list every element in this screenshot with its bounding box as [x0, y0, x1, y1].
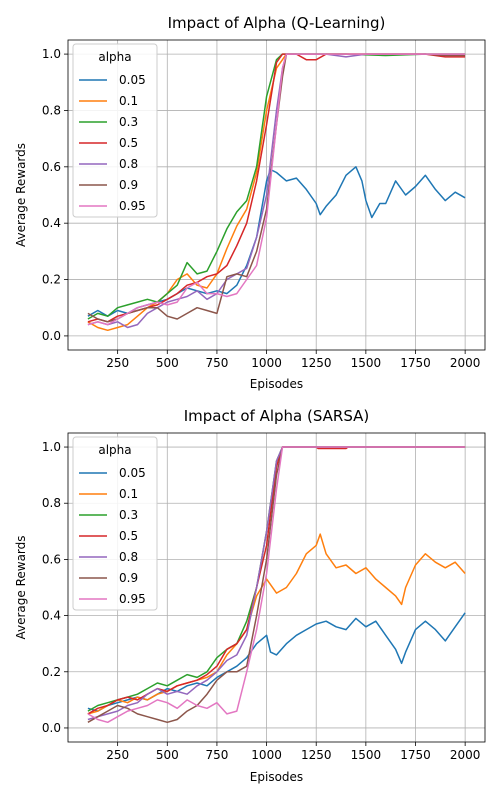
x-tick-label: 1500 — [351, 356, 382, 370]
legend-entry: 0.3 — [119, 508, 138, 522]
series-group — [87, 53, 466, 332]
legend-entry: 0.1 — [119, 487, 138, 501]
y-tick-label: 0.0 — [42, 329, 61, 343]
x-tick-label: 1000 — [251, 356, 282, 370]
x-tick-label: 1250 — [301, 356, 332, 370]
legend-entry: 0.95 — [119, 592, 146, 606]
x-tick-label: 2000 — [450, 748, 481, 762]
x-tick-label: 750 — [205, 356, 228, 370]
plot-frame — [67, 39, 486, 351]
legend-box — [72, 43, 158, 218]
x-tick-label: 1000 — [251, 748, 282, 762]
y-tick-label: 0.2 — [42, 665, 61, 679]
y-tick-label: 1.0 — [42, 47, 61, 61]
y-tick-label: 0.8 — [42, 496, 61, 510]
y-tick-label: 0.0 — [42, 721, 61, 735]
legend: alpha 0.05 0.1 0.3 0.5 0.8 0.9 0.95 — [72, 43, 158, 218]
y-tick-label: 0.4 — [42, 609, 61, 623]
series-line-0.95 — [87, 446, 466, 724]
x-tick-label: 250 — [106, 748, 129, 762]
chart-title: Impact of Alpha (SARSA) — [184, 407, 370, 425]
legend-entry: 0.9 — [119, 571, 138, 585]
chart-qlearning: 250 500 750 1000 1250 1500 1750 2000 0.0 0.2 0.4 0.… — [14, 14, 486, 391]
legend: alpha 0.05 0.1 0.3 0.5 0.8 0.9 0.95 — [72, 436, 158, 611]
legend-box — [72, 436, 158, 611]
legend-entry: 0.5 — [119, 529, 138, 543]
series-line-0.5 — [87, 446, 466, 715]
legend-entry: 0.05 — [119, 466, 146, 480]
x-tick-label: 1500 — [351, 748, 382, 762]
legend-entry: 0.8 — [119, 157, 138, 171]
x-tick-label: 500 — [156, 748, 179, 762]
x-axis-label: Episodes — [250, 770, 303, 784]
plot-frame — [67, 432, 486, 743]
legend-entry: 0.1 — [119, 94, 138, 108]
x-tick-label: 750 — [205, 748, 228, 762]
legend-title: alpha — [98, 443, 131, 457]
y-tick-label: 0.6 — [42, 552, 61, 566]
legend-entry: 0.5 — [119, 136, 138, 150]
legend-entry: 0.3 — [119, 115, 138, 129]
x-axis-label: Episodes — [250, 377, 303, 391]
y-axis-label: Average Rewards — [14, 143, 28, 247]
x-tick-label: 2000 — [450, 356, 481, 370]
y-tick-label: 0.8 — [42, 103, 61, 117]
y-tick-label: 1.0 — [42, 440, 61, 454]
series-line-0.1 — [87, 533, 466, 715]
legend-entry: 0.9 — [119, 178, 138, 192]
y-tick-label: 0.6 — [42, 160, 61, 174]
legend-entry: 0.05 — [119, 73, 146, 87]
series-line-0.9 — [87, 446, 466, 724]
series-line-0.95 — [87, 53, 466, 326]
x-tick-label: 1750 — [400, 748, 431, 762]
chart-sarsa: 250 500 750 1000 1250 1500 1750 2000 0.0 0.2 0.4 0.… — [14, 407, 486, 784]
x-tick-label: 1250 — [301, 748, 332, 762]
x-tick-label: 500 — [156, 356, 179, 370]
legend-entry: 0.95 — [119, 199, 146, 213]
series-group — [87, 446, 466, 724]
y-tick-label: 0.4 — [42, 216, 61, 230]
y-axis-label: Average Rewards — [14, 535, 28, 639]
y-tick-label: 0.2 — [42, 273, 61, 287]
legend-title: alpha — [98, 50, 131, 64]
chart-title: Impact of Alpha (Q-Learning) — [168, 14, 386, 32]
legend-entry: 0.8 — [119, 550, 138, 564]
x-tick-label: 1750 — [400, 356, 431, 370]
x-tick-label: 250 — [106, 356, 129, 370]
series-line-0.8 — [87, 446, 466, 721]
